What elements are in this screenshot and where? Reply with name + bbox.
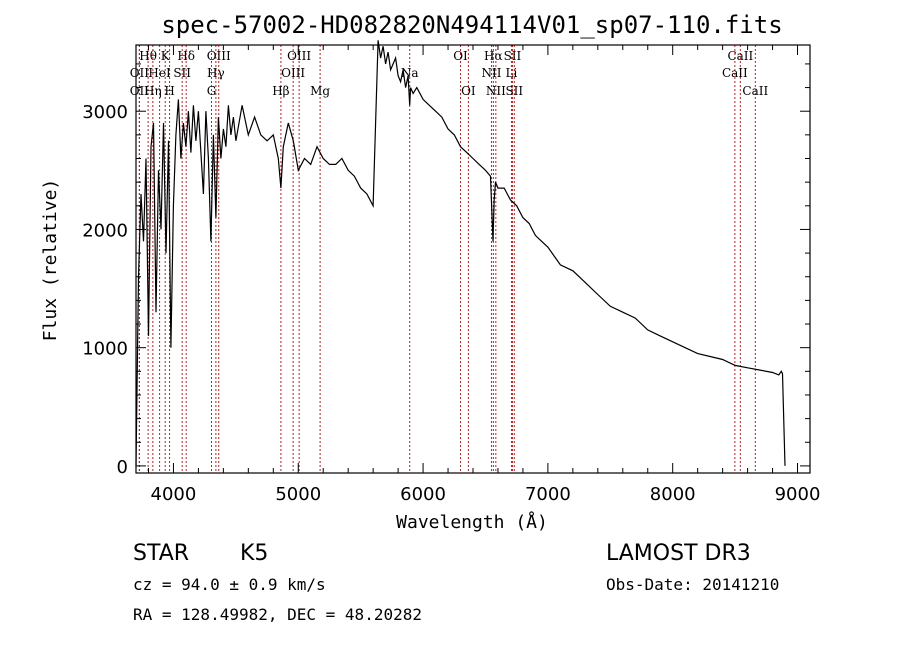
y-axis-label: Flux (relative)	[40, 179, 61, 342]
spectral-line-label: H	[164, 84, 174, 98]
spectral-line-label: Hθ	[139, 49, 157, 63]
spectral-line-label: Hγ	[207, 66, 225, 80]
x-tick-label: 4000	[151, 484, 197, 505]
spectral-line-label: OIII	[281, 66, 305, 80]
coordinates-label: RA = 128.49982, DEC = 48.20282	[133, 605, 422, 624]
spectral-line-label: CaII	[727, 49, 753, 63]
y-tick-label: 1000	[82, 339, 128, 360]
plot-frame	[135, 44, 811, 474]
spectral-line-label: CaII	[722, 66, 748, 80]
y-tick-label: 2000	[82, 220, 128, 241]
spectral-line-label: Hη	[144, 84, 162, 98]
x-tick-label: 5000	[275, 484, 321, 505]
x-tick-label: 7000	[525, 484, 571, 505]
x-axis-label: Wavelength (Å)	[396, 511, 548, 533]
spectral-line-label: OIII	[207, 49, 231, 63]
spectral-line-label: SII	[173, 66, 191, 80]
spectral-line-label: SII	[504, 49, 522, 63]
spectral-line-label: Hδ	[177, 49, 195, 63]
x-tick-label: 9000	[775, 484, 821, 505]
spectral-line-label: Li	[506, 66, 518, 80]
spectral-line-label: OII	[130, 66, 150, 80]
spectral-line-label: HeI	[148, 66, 171, 80]
spectral-line-label: OI	[461, 84, 476, 98]
spectral-line-label: NII	[481, 66, 501, 80]
spectral-line-label: K	[161, 49, 171, 63]
spectral-line-label: Hα	[484, 49, 503, 63]
spectral-line-label: G	[207, 84, 217, 98]
spectral-line-label: OII	[130, 84, 150, 98]
x-tick-label: 6000	[400, 484, 446, 505]
spectral-line-markers	[138, 45, 756, 473]
y-tick-label: 3000	[82, 102, 128, 123]
redshift-label: cz = 94.0 ± 0.9 km/s	[133, 575, 326, 594]
y-axis-ticks: 0 1000 2000 3000	[82, 63, 810, 478]
spectral-line-label: Hβ	[272, 84, 289, 98]
spectral-line-label: OI	[453, 49, 468, 63]
x-tick-label: 8000	[650, 484, 696, 505]
observation-date: Obs-Date: 20141210	[606, 575, 779, 594]
spectral-line-label: NII	[486, 84, 506, 98]
chart-title: spec-57002-HD082820N494114V01_sp07-110.f…	[161, 11, 782, 39]
x-axis-ticks: 4000 5000 6000 7000 8000 9000	[147, 45, 821, 505]
subclass: K5	[240, 541, 268, 566]
y-tick-label: 0	[117, 457, 128, 478]
spectrum-line	[135, 40, 786, 466]
spectral-line-label: SII	[505, 84, 523, 98]
spectral-line-label: Na	[401, 66, 419, 80]
spectral-line-label: CaII	[742, 84, 768, 98]
spectral-line-label: OIII	[287, 49, 311, 63]
object-type: STAR	[133, 541, 189, 566]
survey-name: LAMOST DR3	[606, 541, 751, 566]
spectral-line-label: Mg	[310, 84, 330, 98]
